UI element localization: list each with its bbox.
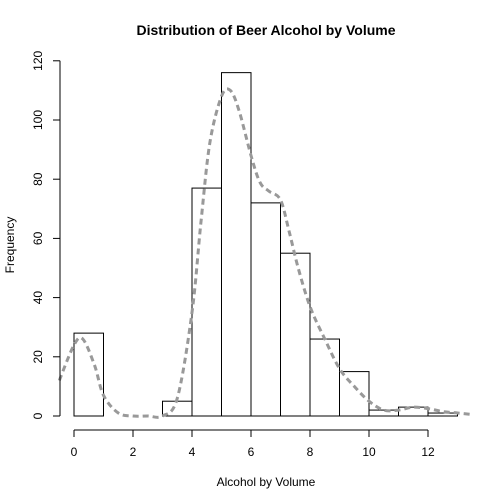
x-tick-label: 8 (307, 445, 314, 459)
histogram-bar-7 (280, 252, 311, 417)
y-tick-label: 0 (31, 412, 45, 419)
y-tick-label: 100 (31, 110, 45, 130)
histogram-bar-10 (368, 409, 399, 417)
y-axis: 0 20 40 60 80 100 120 (31, 50, 61, 419)
x-tick-label: 4 (189, 445, 196, 459)
histogram-bar-8 (309, 338, 340, 417)
y-tick-label: 120 (31, 50, 45, 70)
x-tick-label: 0 (71, 445, 78, 459)
x-tick-label: 10 (362, 445, 376, 459)
histogram-bar-11 (398, 406, 429, 417)
x-tick-label: 12 (421, 445, 435, 459)
density-curve-group (57, 87, 473, 419)
histogram-bar-5 (221, 72, 252, 417)
chart-title: Distribution of Beer Alcohol by Volume (136, 22, 395, 38)
y-tick-label: 60 (31, 231, 45, 245)
histogram-bar-4 (191, 187, 222, 417)
x-axis: 0 2 4 6 8 10 12 (71, 429, 435, 459)
y-tick-label: 40 (31, 291, 45, 305)
histogram-bar-12 (427, 412, 458, 417)
histogram-bar-6 (250, 202, 281, 417)
x-tick-label: 2 (130, 445, 137, 459)
x-axis-label: Alcohol by Volume (217, 475, 316, 489)
y-tick-label: 20 (31, 350, 45, 364)
x-tick-label: 6 (248, 445, 255, 459)
density-curve (57, 87, 473, 419)
histogram-bar-0 (73, 332, 104, 417)
histogram-bars (73, 72, 458, 417)
y-tick-label: 80 (31, 172, 45, 186)
histogram-bar-9 (339, 371, 370, 417)
y-axis-label: Frequency (3, 217, 17, 274)
